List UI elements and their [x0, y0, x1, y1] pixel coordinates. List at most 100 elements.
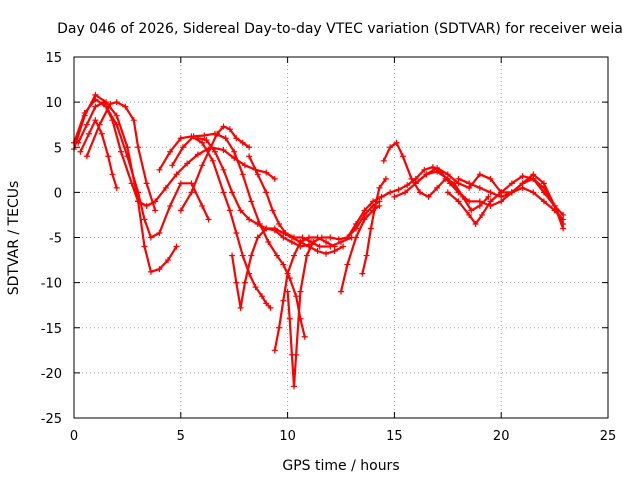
- data-point-marker: [233, 135, 240, 142]
- data-point-marker: [237, 207, 244, 214]
- data-point-marker: [239, 171, 246, 178]
- data-point-marker: [201, 132, 208, 139]
- data-point-marker: [399, 153, 406, 160]
- data-point-marker: [229, 189, 236, 196]
- data-point-marker: [323, 239, 330, 246]
- data-point-marker: [352, 220, 359, 227]
- data-point-marker: [135, 144, 142, 151]
- data-point-marker: [476, 171, 483, 178]
- data-point-marker: [291, 383, 298, 390]
- data-point-marker: [303, 252, 310, 259]
- data-point-marker: [83, 121, 90, 128]
- data-point-marker: [147, 268, 154, 275]
- data-point-marker: [184, 160, 191, 167]
- data-point-marker: [226, 126, 233, 133]
- data-point-marker: [387, 189, 394, 196]
- data-point-marker: [297, 288, 304, 295]
- y-axis-label: SDTVAR / TECUs: [6, 181, 22, 296]
- data-point-marker: [117, 148, 124, 155]
- data-point-marker: [293, 351, 300, 358]
- data-point-marker: [299, 234, 306, 241]
- data-point-marker: [404, 182, 411, 189]
- data-point-marker: [370, 198, 377, 205]
- data-point-marker: [323, 250, 330, 257]
- series-sat-k: [246, 153, 355, 250]
- data-point-marker: [314, 248, 321, 255]
- data-point-marker: [271, 175, 278, 182]
- data-point-marker: [229, 252, 236, 259]
- data-point-marker: [254, 234, 261, 241]
- data-point-marker: [124, 153, 131, 160]
- data-point-marker: [254, 171, 261, 178]
- data-point-marker: [226, 207, 233, 214]
- data-point-marker: [519, 184, 526, 191]
- data-point-marker: [316, 243, 323, 250]
- y-tick-label: -25: [41, 412, 62, 427]
- data-point-marker: [560, 225, 567, 232]
- data-point-marker: [540, 198, 547, 205]
- data-point-marker: [391, 193, 398, 200]
- data-point-marker: [361, 216, 368, 223]
- data-point-marker: [258, 293, 265, 300]
- data-point-marker: [327, 234, 334, 241]
- series-line: [171, 132, 306, 338]
- data-point-marker: [207, 144, 214, 151]
- series-line: [346, 166, 460, 239]
- data-point-marker: [519, 173, 526, 180]
- data-point-marker: [77, 148, 84, 155]
- data-point-marker: [98, 130, 105, 137]
- data-point-marker: [169, 162, 176, 169]
- data-point-marker: [167, 202, 174, 209]
- data-point-marker: [361, 207, 368, 214]
- data-point-marker: [376, 184, 383, 191]
- data-point-marker: [466, 211, 473, 218]
- y-tick-label: 15: [45, 51, 62, 66]
- series-sat-e: [83, 99, 159, 214]
- data-point-marker: [239, 252, 246, 259]
- data-point-marker: [173, 243, 180, 250]
- data-point-marker: [276, 220, 283, 227]
- data-point-marker: [466, 198, 473, 205]
- data-point-marker: [220, 123, 227, 130]
- data-point-marker: [372, 202, 379, 209]
- data-point-marker: [378, 193, 385, 200]
- data-point-marker: [156, 229, 163, 236]
- data-point-marker: [540, 189, 547, 196]
- series-line: [179, 125, 251, 212]
- data-point-marker: [188, 180, 195, 187]
- data-point-marker: [263, 300, 270, 307]
- data-point-marker: [331, 243, 338, 250]
- data-point-marker: [485, 193, 492, 200]
- data-point-marker: [530, 175, 537, 182]
- data-point-marker: [177, 135, 184, 142]
- series-sat-m: [284, 198, 383, 390]
- series-sat-u: [455, 175, 567, 223]
- data-point-marker: [203, 137, 210, 144]
- data-point-marker: [162, 184, 169, 191]
- data-point-marker: [476, 198, 483, 205]
- data-point-marker: [231, 148, 238, 155]
- data-point-marker: [214, 130, 221, 137]
- data-point-marker: [402, 189, 409, 196]
- data-point-marker: [194, 151, 201, 158]
- data-point-marker: [305, 234, 312, 241]
- data-point-marker: [205, 216, 212, 223]
- data-point-marker: [476, 184, 483, 191]
- data-point-marker: [220, 166, 227, 173]
- data-point-marker: [273, 252, 280, 259]
- series-sat-o: [359, 175, 389, 277]
- series-line: [79, 119, 118, 189]
- data-point-marker: [382, 175, 389, 182]
- data-point-marker: [147, 234, 154, 241]
- data-point-marker: [241, 162, 248, 169]
- data-point-marker: [109, 117, 116, 124]
- data-point-marker: [83, 153, 90, 160]
- series-sat-j: [177, 123, 253, 214]
- data-point-marker: [246, 153, 253, 160]
- y-tick-label: -15: [41, 322, 62, 337]
- data-point-marker: [455, 198, 462, 205]
- data-point-marker: [412, 180, 419, 187]
- data-point-marker: [284, 288, 291, 295]
- data-point-marker: [92, 103, 99, 110]
